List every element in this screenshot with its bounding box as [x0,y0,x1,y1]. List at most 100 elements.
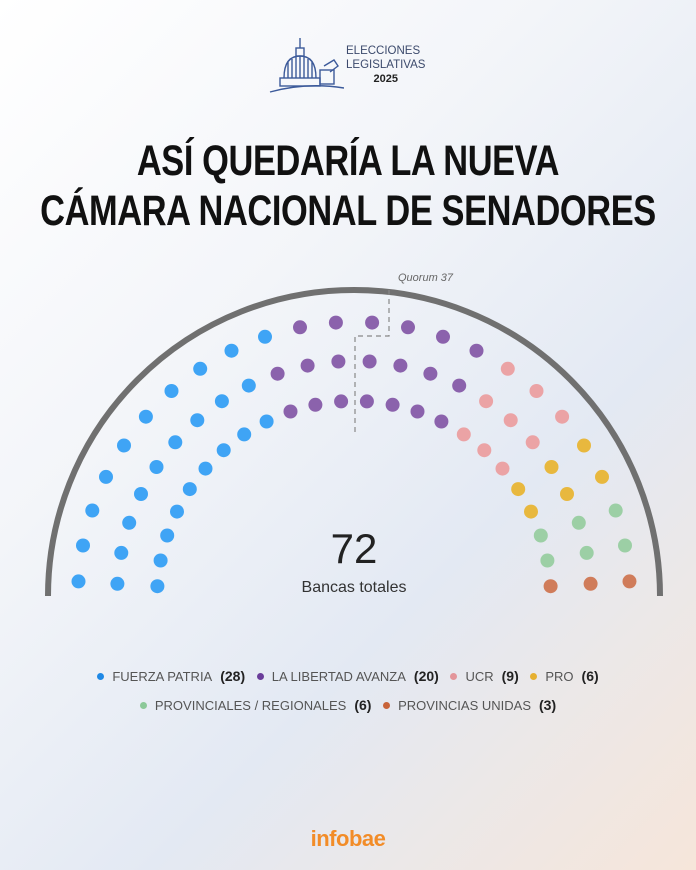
seat-dot [71,574,86,589]
seat-dot [114,545,129,560]
seat-dot [328,315,343,330]
seat-dot [331,354,346,369]
legend-count: (28) [220,668,246,684]
legend-item-ucr: UCR (9) [450,662,519,691]
seat-dot [436,329,450,344]
seat-dot [529,384,544,398]
seat-dot [259,414,274,429]
legend-dot [256,673,264,680]
seat-dot [423,366,438,381]
seat-dot [560,487,574,501]
legend-label: PROVINCIAS UNIDAS [398,698,531,713]
seat-dot [618,538,632,553]
total-seats: 72 [331,525,378,572]
seat-dot [544,460,559,474]
elecciones-logo: ELECCIONES LEGISLATIVAS 2025 [268,36,438,96]
seat-dot [571,515,586,530]
seat-dot [434,414,449,429]
seat-dot [149,460,164,474]
seat-dot [237,427,252,442]
legend-item-fuerza-patria: FUERZA PATRIA (28) [97,662,245,691]
title-line-1: ASÍ QUEDARÍA LA NUEVA [136,137,560,185]
seat-dot [198,461,213,476]
logo-line-2: LEGISLATIVAS [346,59,426,71]
seat-dot [622,574,637,589]
seat-dot [608,503,623,518]
seat-dot [365,315,380,330]
legend-label: UCR [465,669,494,684]
logo-line-1: ELECCIONES [346,45,421,57]
seat-dot [168,435,183,450]
legend-dot [530,673,538,680]
seat-dot [452,378,467,393]
legend-item-provincias-unidas: PROVINCIAS UNIDAS (3) [383,691,556,720]
seat-dot [134,487,148,501]
seat-dot [359,394,374,409]
seat-dot [469,343,484,358]
seat-dot [456,427,471,442]
seat-dot [393,358,408,373]
legend-label: PRO [545,669,574,684]
seat-dot [540,553,555,568]
seat-dot [495,461,510,476]
page-title: ASÍ QUEDARÍA LA NUEVA CÁMARA NACIONAL DE… [0,136,696,236]
seat-dot [214,394,229,409]
seat-dot [99,469,113,484]
quorum-label: Quorum 37 [398,272,454,284]
legend-dot [450,673,458,680]
seat-dot [511,482,526,497]
legend-label: LA LIBERTAD AVANZA [271,669,406,684]
seat-dot [300,358,315,373]
seat-dot [543,579,558,594]
legend-count: (9) [501,668,519,684]
seat-dot [385,397,400,412]
seat-dot [401,320,415,335]
seat-dot [293,320,307,335]
legend-dot [97,673,105,680]
legend-count: (6) [581,668,599,684]
title-line-2: CÁMARA NACIONAL DE SENADORES [40,187,656,235]
seat-dot [533,528,548,543]
legend: FUERZA PATRIA (28) LA LIBERTAD AVANZA (20)… [0,662,696,720]
legend-dot [139,702,147,709]
seat-dot [577,438,591,453]
seat-dot [503,413,518,428]
legend-label: PROVINCIALES / REGIONALES [154,698,347,713]
seat-dot [410,404,425,419]
seat-dot [76,538,90,553]
legend-count: (20) [413,668,439,684]
parliament-chart: Quorum 37 72 Bancas totales [45,272,663,597]
legend-item-pro: PRO (6) [530,662,599,691]
legend-item-la-libertad-avanza: LA LIBERTAD AVANZA (20) [256,662,439,691]
seat-dot [150,579,165,594]
legend-count: (3) [539,697,557,713]
seat-dot [583,576,598,591]
seat-dot [164,384,179,398]
seat-dot [216,443,231,458]
seat-dot [122,515,137,530]
seat-dot [283,404,298,419]
seat-dot [308,397,323,412]
legend-row-1: FUERZA PATRIA (28) LA LIBERTAD AVANZA (20)… [0,662,696,691]
seat-dot [153,553,168,568]
legend-item-provinciales-regionales: PROVINCIALES / REGIONALES (6) [139,691,372,720]
seat-dot [224,343,239,358]
legend-label: FUERZA PATRIA [112,669,213,684]
seats-group [71,315,637,594]
infobae-logo: infobae [310,826,386,851]
seat-dot [579,545,594,560]
seat-dot [190,413,205,428]
seat-dot [85,503,100,518]
legend-count: (6) [354,697,372,713]
seat-dot [241,378,256,393]
seat-dot [555,409,570,424]
seat-dot [138,409,153,424]
seat-dot [182,482,197,497]
seat-dot [258,329,272,344]
seat-dot [110,576,125,591]
seat-dot [362,354,377,369]
seat-dot [270,366,285,381]
legend-dot [383,702,391,709]
capitol-dome-icon [269,38,345,93]
seat-dot [524,504,538,519]
